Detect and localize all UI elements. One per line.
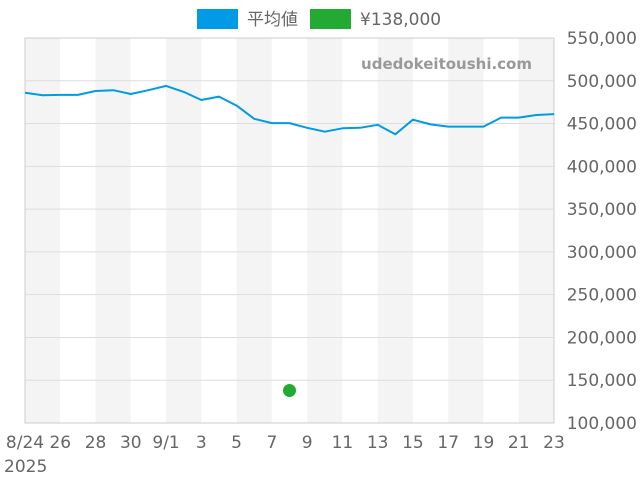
x-band [130, 38, 167, 423]
x-tick-label: 9 [302, 433, 313, 453]
y-tick-label: 450,000 [567, 115, 637, 135]
x-band [518, 38, 554, 423]
series-point-average[interactable] [109, 86, 117, 94]
series-point-average[interactable] [479, 123, 487, 131]
x-tick-label: 7 [266, 433, 277, 453]
x-tick-label: 5 [231, 433, 242, 453]
series-point-average[interactable] [250, 115, 258, 123]
x-tick-label: 15 [402, 433, 424, 453]
x-tick-label: 17 [437, 433, 459, 453]
series-point-average[interactable] [144, 86, 152, 94]
series-point-average[interactable] [21, 89, 29, 97]
x-tick-label: 9/1 [152, 433, 179, 453]
points-layer [283, 383, 296, 397]
series-point-average[interactable] [409, 116, 417, 124]
series-point-average[interactable] [39, 91, 47, 99]
legend-label-price-point: ¥138,000 [360, 10, 441, 30]
x-band [483, 38, 519, 423]
y-tick-label: 250,000 [567, 286, 637, 306]
series-point-average[interactable] [268, 119, 276, 127]
legend: 平均値 ¥138,000 [197, 9, 441, 30]
series-point-average[interactable] [515, 114, 523, 122]
y-tick-label: 300,000 [567, 243, 637, 263]
x-tick-label: 23 [543, 433, 565, 453]
x-tick-label: 8/24 [6, 433, 44, 453]
series-point-average[interactable] [74, 91, 82, 99]
series-point-average[interactable] [180, 88, 188, 96]
x-band [342, 38, 378, 423]
series-point-average[interactable] [127, 90, 135, 98]
y-tick-label: 350,000 [567, 200, 637, 220]
x-band [271, 38, 308, 423]
y-tick-label: 150,000 [567, 371, 637, 391]
watermark: udedokeitoushi.com [361, 55, 532, 73]
series-point-average[interactable] [92, 87, 100, 95]
plot-frame [24, 37, 555, 424]
legend-item-average[interactable]: 平均値 [197, 9, 298, 30]
series-point-average[interactable] [197, 96, 205, 104]
series-point-average[interactable] [303, 124, 311, 132]
series-point-average[interactable] [356, 124, 364, 132]
x-band [25, 38, 61, 423]
x-tick-label: 28 [85, 433, 107, 453]
x-axis-labels: 8/24 26 28 30 9/1 3 5 7 9 11 13 15 17 19 21 23 [6, 433, 565, 453]
y-axis-labels: 550,000 500,000 450,000 400,000 350,000 300,0… [567, 29, 637, 434]
series-point-average[interactable] [233, 102, 241, 110]
y-tick-label: 200,000 [567, 328, 637, 348]
series-point-average[interactable] [374, 121, 382, 129]
series-point-average[interactable] [427, 120, 435, 128]
x-band [377, 38, 413, 423]
x-tick-label: 19 [473, 433, 495, 453]
x-tick-label: 30 [120, 433, 142, 453]
series-layer [21, 82, 558, 138]
y-tick-label: 100,000 [567, 414, 637, 434]
legend-label-average: 平均値 [247, 10, 298, 30]
series-point-average[interactable] [286, 119, 294, 127]
series-line-average [24, 84, 555, 136]
series-point-average[interactable] [550, 110, 558, 118]
y-tick-label: 550,000 [567, 29, 637, 49]
price-point-marker[interactable] [283, 383, 296, 397]
x-band [448, 38, 484, 423]
series-point-average[interactable] [532, 111, 540, 119]
x-band [236, 38, 272, 423]
x-tick-label: 13 [367, 433, 389, 453]
legend-item-price-point[interactable]: ¥138,000 [310, 9, 441, 30]
x-tick-label: 3 [196, 433, 207, 453]
x-band [95, 38, 131, 423]
y-tick-label: 400,000 [567, 157, 637, 177]
y-tick-label: 500,000 [567, 72, 637, 92]
series-point-average[interactable] [56, 91, 64, 99]
series-point-average[interactable] [338, 124, 346, 132]
legend-swatch-price-point [310, 9, 351, 29]
x-band [307, 38, 343, 423]
series-point-average[interactable] [444, 123, 452, 131]
series-point-average[interactable] [321, 128, 329, 136]
x-tick-label: 21 [508, 433, 530, 453]
x-axis-year-label: 2025 [4, 457, 47, 477]
series-point-average[interactable] [462, 123, 470, 131]
series-point-average[interactable] [162, 82, 170, 90]
series-point-average[interactable] [215, 93, 223, 101]
x-band [166, 38, 202, 423]
alternating-bands [25, 38, 554, 423]
x-band [412, 38, 449, 423]
x-band [60, 38, 96, 423]
series-point-average[interactable] [497, 114, 505, 122]
legend-swatch-average [197, 9, 238, 29]
x-tick-label: 11 [332, 433, 354, 453]
series-point-average[interactable] [391, 130, 399, 138]
x-tick-label: 26 [49, 433, 71, 453]
